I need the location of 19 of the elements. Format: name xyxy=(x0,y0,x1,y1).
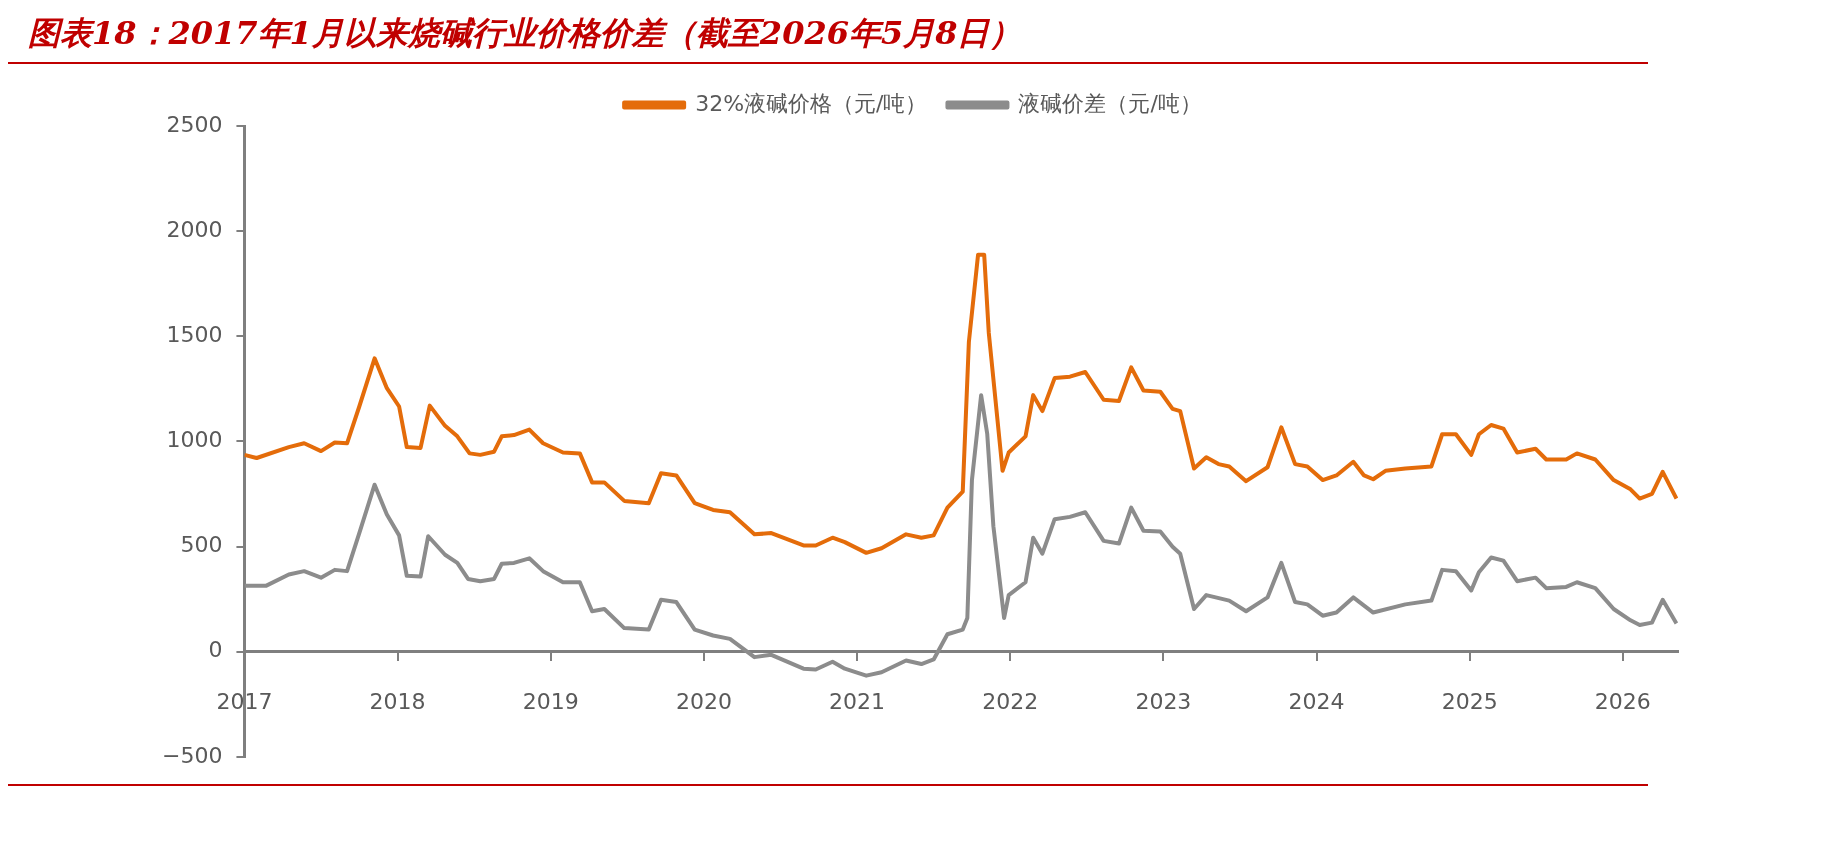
y-tick-label: 2000 xyxy=(166,216,223,242)
x-tick-label: 2026 xyxy=(1594,688,1651,714)
x-tick-label: 2022 xyxy=(982,688,1039,714)
y-tick-label: 1500 xyxy=(166,321,223,347)
legend-label: 32%液碱价格（元/吨） xyxy=(695,90,928,116)
x-tick-label: 2024 xyxy=(1288,688,1345,714)
y-tick-label: 0 xyxy=(208,637,223,663)
x-tick-label: 2025 xyxy=(1441,688,1498,714)
y-tick-label: 1000 xyxy=(166,427,223,453)
chart-title: 图表18：2017年1月以来烧碱行业价格价差（截至2026年5月8日） xyxy=(27,13,1023,54)
x-tick-label: 2021 xyxy=(829,688,886,714)
x-tick-label: 2020 xyxy=(675,688,732,714)
y-tick-label: 2500 xyxy=(166,111,223,137)
x-tick-label: 2023 xyxy=(1135,688,1192,714)
y-tick-label: 500 xyxy=(180,532,223,558)
x-tick-label: 2019 xyxy=(522,688,579,714)
legend-label: 液碱价差（元/吨） xyxy=(1018,90,1202,116)
y-tick-label: −500 xyxy=(161,742,223,768)
x-tick-label: 2018 xyxy=(369,688,426,714)
